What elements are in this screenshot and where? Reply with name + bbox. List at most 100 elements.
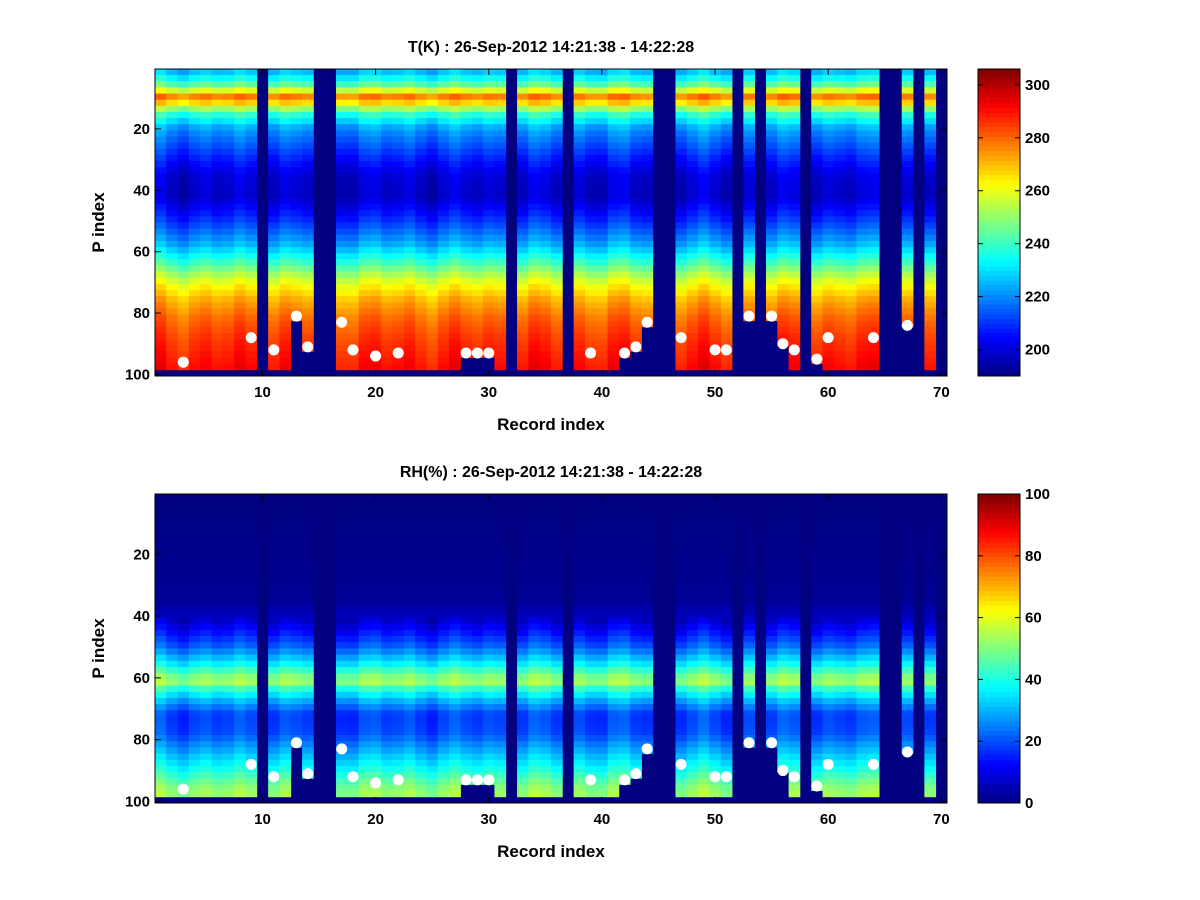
heatmap-cell (222, 722, 235, 730)
heatmap-cell (471, 679, 484, 686)
heatmap-cell (539, 636, 552, 643)
heatmap-cell (483, 118, 495, 125)
heatmap-cell (415, 216, 427, 223)
heatmap-cell (403, 216, 416, 223)
heatmap-cell (460, 290, 473, 297)
heatmap-cell (618, 247, 631, 254)
heatmap-cell (483, 222, 495, 230)
heatmap-cell (641, 277, 654, 285)
heatmap-cell (709, 784, 722, 792)
heatmap-cell (403, 154, 416, 162)
heatmap-cell (584, 204, 597, 211)
heatmap-cell (675, 580, 688, 588)
heatmap-cell (347, 314, 360, 322)
heatmap-cell (641, 93, 654, 101)
heatmap-cell (494, 314, 507, 322)
heatmap-cell (234, 234, 246, 242)
heatmap-cell (358, 247, 371, 254)
heatmap-cell (155, 728, 167, 736)
heatmap-cell (551, 599, 563, 606)
heatmap-cell (584, 784, 597, 792)
heatmap-cell (494, 494, 507, 501)
heatmap-cell (573, 204, 586, 211)
heatmap-cell (336, 357, 348, 365)
heatmap-cell (200, 210, 212, 217)
heatmap-cell (539, 537, 552, 544)
heatmap-cell (471, 105, 484, 113)
heatmap-cell (607, 636, 620, 643)
heatmap-cell (494, 735, 507, 742)
heatmap-cell (245, 247, 258, 254)
heatmap-cell (166, 629, 179, 637)
heatmap-cell (630, 648, 642, 656)
heatmap-cell (392, 642, 405, 649)
heatmap-cell (177, 148, 190, 156)
heatmap-cell (596, 599, 608, 606)
heatmap-cell (279, 167, 292, 174)
heatmap-cell (268, 210, 280, 217)
heatmap-cell (833, 320, 846, 328)
heatmap-cell (177, 648, 190, 656)
heatmap-cell (675, 679, 688, 686)
heatmap-cell (279, 87, 292, 94)
heatmap-cell (483, 531, 495, 538)
heatmap-cell (245, 568, 258, 575)
heatmap-cell (177, 302, 190, 309)
heatmap-cell (675, 784, 688, 792)
heatmap-cell (833, 99, 846, 107)
heatmap-cell (437, 154, 450, 162)
heatmap-cell (426, 623, 439, 631)
marker-point (460, 347, 472, 359)
heatmap-cell (720, 283, 733, 291)
heatmap-cell (211, 93, 224, 101)
heatmap-cell (415, 148, 427, 156)
heatmap-cell (618, 716, 631, 724)
heatmap-cell (245, 118, 258, 125)
heatmap-cell (177, 599, 190, 606)
heatmap-cell (573, 543, 586, 551)
heatmap-cell (279, 636, 292, 643)
heatmap-cell (449, 351, 461, 358)
heatmap-cell (788, 191, 801, 199)
heatmap-cell (449, 512, 461, 520)
heatmap-cell (573, 494, 586, 501)
heatmap-cell (437, 142, 450, 150)
heatmap-cell (234, 265, 246, 273)
heatmap-cell (630, 543, 642, 551)
heatmap-cell (188, 228, 201, 236)
heatmap-cell (403, 642, 416, 649)
heatmap-cell (675, 741, 688, 748)
heatmap-cell (494, 580, 507, 588)
heatmap-cell (437, 302, 450, 309)
colorbar-segment (978, 136, 1020, 142)
heatmap-cell (709, 240, 722, 248)
heatmap-cell (426, 784, 439, 792)
colorbar-segment (978, 131, 1020, 137)
heatmap-cell (302, 81, 314, 88)
heatmap-cell (290, 161, 303, 168)
heatmap-cell (155, 537, 167, 544)
heatmap-cell (358, 629, 371, 637)
heatmap-cell (347, 253, 360, 260)
heatmap-cell (517, 124, 529, 131)
heatmap-cell (188, 124, 201, 131)
heatmap-cell (188, 136, 201, 144)
heatmap-cell (698, 130, 710, 137)
heatmap-cell (222, 277, 235, 285)
heatmap-cell (528, 320, 541, 328)
heatmap-cell (347, 747, 360, 754)
heatmap-cell (596, 753, 608, 761)
heatmap-cell (641, 599, 654, 606)
heatmap-cell (245, 197, 258, 205)
heatmap-cell (234, 617, 246, 625)
heatmap-cell (720, 605, 733, 612)
heatmap-cell (822, 351, 835, 358)
heatmap-cell (471, 716, 484, 724)
heatmap-cell (765, 222, 778, 230)
heatmap-cell (268, 679, 280, 686)
heatmap-cell (528, 611, 541, 618)
heatmap-cell (200, 741, 212, 748)
heatmap-cell (528, 105, 541, 113)
heatmap-cell (584, 118, 597, 125)
heatmap-cell (403, 161, 416, 168)
